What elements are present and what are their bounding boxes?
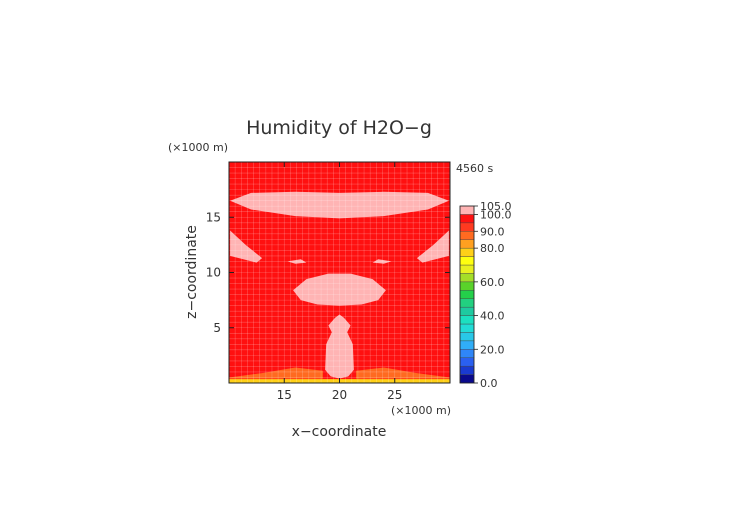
x-tick-label: 15: [277, 388, 292, 402]
colorbar-segment: [459, 365, 475, 375]
colorbar-segment: [459, 357, 475, 367]
colorbar-segment: [459, 281, 475, 291]
colorbar-segment: [459, 222, 475, 232]
region-near-surface-band-right: [356, 367, 450, 379]
colorbar-segment: [459, 306, 475, 316]
colorbar-segment: [459, 332, 475, 342]
region-left-edge-plume: [230, 230, 263, 263]
colorbar-frame: [459, 205, 475, 384]
grid-lines: [229, 162, 450, 383]
colorbar-segment: [459, 214, 475, 224]
y-tick-label: 15: [206, 210, 221, 224]
colorbar-label: 40.0: [480, 310, 505, 323]
x-tick-label: 20: [332, 388, 347, 402]
colorbar-segment: [459, 239, 475, 249]
colorbar-label: 0.0: [480, 377, 498, 390]
colorbar-segment: [459, 298, 475, 308]
x-axis-unit: (×1000 m): [391, 404, 451, 417]
plot-area: [229, 162, 450, 383]
region-right-edge-plume: [416, 230, 449, 263]
colorbar-label: 20.0: [480, 343, 505, 356]
chart-title: Humidity of H2O−g: [246, 117, 432, 139]
colorbar-segment: [459, 247, 475, 257]
colorbar-label: 60.0: [480, 276, 505, 289]
x-axis-ticks: 15 20 25: [277, 162, 402, 402]
y-tick-label: 10: [206, 266, 221, 280]
y-tick-label: 5: [213, 321, 221, 335]
region-cloud-column: [325, 314, 354, 379]
region-upper-saturated-layer: [230, 191, 449, 219]
colorbar-segment: [459, 349, 475, 358]
region-near-surface-band-left: [229, 367, 323, 379]
colorbar-label: 80.0: [480, 242, 505, 255]
colorbar-segment: [459, 273, 475, 283]
colorbar-segment: [459, 323, 475, 333]
y-axis-label: z−coordinate: [184, 225, 200, 319]
region-left-wisp: [287, 259, 307, 264]
y-axis-unit: (×1000 m): [168, 141, 228, 154]
region-right-wisp: [372, 259, 392, 264]
x-tick-label: 25: [387, 388, 402, 402]
colorbar-segment: [459, 315, 475, 325]
colorbar-label: 100.0: [480, 208, 512, 221]
time-label: 4560 s: [456, 162, 493, 175]
x-axis-label: x−coordinate: [292, 424, 387, 440]
colorbar-segment: [459, 264, 475, 274]
colorbar-label: 105.0: [480, 200, 512, 213]
colorbar-segment: [459, 256, 475, 266]
colorbar-segment: [459, 340, 475, 350]
colorbar-segment: [459, 374, 475, 384]
colorbar-label: 90.0: [480, 225, 505, 238]
colorbar-segment: [459, 290, 475, 299]
region-mid-saturated-layer: [293, 273, 386, 306]
colorbar-segment: [459, 231, 475, 240]
colorbar-segment: [459, 205, 475, 215]
y-axis-ticks: 5 10 15: [206, 210, 450, 335]
